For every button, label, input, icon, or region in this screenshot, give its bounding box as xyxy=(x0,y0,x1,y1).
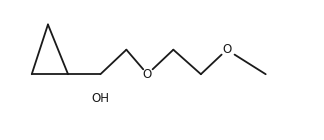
Text: OH: OH xyxy=(91,92,110,104)
Text: O: O xyxy=(143,68,152,81)
Text: O: O xyxy=(222,43,231,56)
